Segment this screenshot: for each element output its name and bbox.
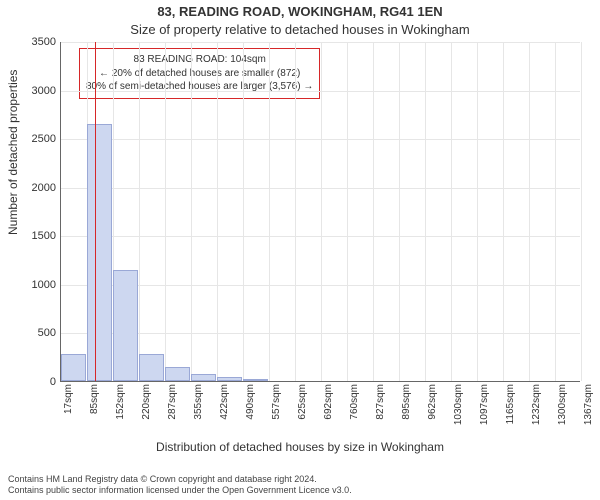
x-tick-label: 287sqm bbox=[167, 384, 178, 434]
x-tick-label: 692sqm bbox=[323, 384, 334, 434]
gridline-v bbox=[373, 42, 374, 381]
x-tick-label: 1165sqm bbox=[505, 384, 516, 434]
gridline-v bbox=[347, 42, 348, 381]
gridline-v bbox=[555, 42, 556, 381]
histogram-bar bbox=[61, 354, 86, 381]
x-tick-label: 1097sqm bbox=[479, 384, 490, 434]
property-marker-line bbox=[95, 42, 96, 381]
x-tick-label: 85sqm bbox=[89, 384, 100, 434]
x-tick-label: 220sqm bbox=[141, 384, 152, 434]
x-tick-label: 1232sqm bbox=[531, 384, 542, 434]
y-tick-label: 0 bbox=[16, 376, 56, 388]
x-tick-label: 355sqm bbox=[193, 384, 204, 434]
x-tick-label: 422sqm bbox=[219, 384, 230, 434]
annotation-line2: ← 20% of detached houses are smaller (87… bbox=[86, 67, 313, 81]
x-tick-label: 1030sqm bbox=[453, 384, 464, 434]
chart-subtitle: Size of property relative to detached ho… bbox=[0, 22, 600, 37]
gridline-v bbox=[295, 42, 296, 381]
attribution: Contains HM Land Registry data © Crown c… bbox=[8, 474, 592, 496]
x-axis-label: Distribution of detached houses by size … bbox=[0, 440, 600, 454]
histogram-bar bbox=[113, 270, 138, 381]
histogram-bar bbox=[139, 354, 164, 381]
y-tick-label: 1500 bbox=[16, 230, 56, 242]
x-tick-label: 827sqm bbox=[375, 384, 386, 434]
y-tick-label: 500 bbox=[16, 327, 56, 339]
gridline-v bbox=[503, 42, 504, 381]
y-tick-label: 2000 bbox=[16, 182, 56, 194]
gridline-v bbox=[581, 42, 582, 381]
gridline-v bbox=[243, 42, 244, 381]
x-tick-label: 17sqm bbox=[63, 384, 74, 434]
x-tick-label: 490sqm bbox=[245, 384, 256, 434]
histogram-bar bbox=[217, 377, 242, 381]
gridline-v bbox=[191, 42, 192, 381]
gridline-v bbox=[399, 42, 400, 381]
attribution-line1: Contains HM Land Registry data © Crown c… bbox=[8, 474, 592, 485]
x-tick-label: 1367sqm bbox=[583, 384, 594, 434]
histogram-bar bbox=[165, 367, 190, 381]
gridline-v bbox=[217, 42, 218, 381]
histogram-bar bbox=[191, 374, 216, 381]
y-tick-label: 3500 bbox=[16, 36, 56, 48]
x-tick-label: 152sqm bbox=[115, 384, 126, 434]
x-tick-label: 1300sqm bbox=[557, 384, 568, 434]
annotation-line1: 83 READING ROAD: 104sqm bbox=[86, 53, 313, 67]
x-tick-label: 760sqm bbox=[349, 384, 360, 434]
gridline-v bbox=[451, 42, 452, 381]
x-tick-label: 557sqm bbox=[271, 384, 282, 434]
histogram-bar bbox=[87, 124, 112, 381]
gridline-v bbox=[139, 42, 140, 381]
gridline-v bbox=[321, 42, 322, 381]
chart-title-address: 83, READING ROAD, WOKINGHAM, RG41 1EN bbox=[0, 4, 600, 19]
chart-container: 83, READING ROAD, WOKINGHAM, RG41 1EN Si… bbox=[0, 0, 600, 500]
plot-area: 83 READING ROAD: 104sqm ← 20% of detache… bbox=[60, 42, 580, 382]
x-tick-label: 962sqm bbox=[427, 384, 438, 434]
y-tick-label: 1000 bbox=[16, 279, 56, 291]
gridline-v bbox=[269, 42, 270, 381]
gridline-v bbox=[529, 42, 530, 381]
x-tick-label: 895sqm bbox=[401, 384, 412, 434]
attribution-line2: Contains public sector information licen… bbox=[8, 485, 592, 496]
y-tick-label: 2500 bbox=[16, 133, 56, 145]
y-tick-label: 3000 bbox=[16, 85, 56, 97]
gridline-v bbox=[425, 42, 426, 381]
gridline-v bbox=[165, 42, 166, 381]
histogram-bar bbox=[243, 379, 268, 381]
gridline-v bbox=[477, 42, 478, 381]
x-tick-label: 625sqm bbox=[297, 384, 308, 434]
